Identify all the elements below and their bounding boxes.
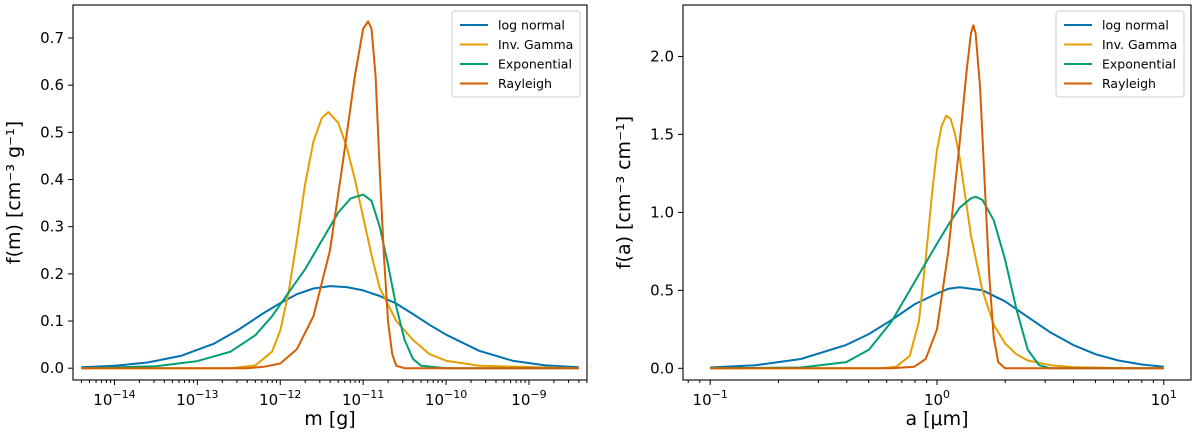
legend-label: Rayleigh: [1102, 76, 1156, 91]
x-axis-label: a [μm]: [905, 408, 968, 430]
legend-label: log normal: [498, 18, 565, 33]
y-axis-label: f(a) [cm⁻³ cm⁻¹]: [613, 116, 635, 269]
x-tick-label: 10−11: [342, 388, 384, 409]
legend: log normal Inv. Gamma Exponential Rayleigh: [1056, 11, 1184, 97]
x-axis-label: m [g]: [304, 408, 355, 430]
y-tick-label: 0.0: [40, 359, 64, 377]
legend-label: Exponential: [1102, 57, 1176, 72]
y-tick-label: 1.5: [650, 125, 674, 143]
x-tick-label: 10−1: [693, 388, 728, 409]
y-tick-label: 0.3: [40, 218, 64, 236]
x-tick-label: 10−12: [259, 388, 301, 409]
y-tick-label: 1.0: [650, 203, 674, 221]
x-tick-label: 10−14: [93, 388, 135, 409]
x-tick-label: 100: [924, 388, 950, 409]
legend-label: Inv. Gamma: [1102, 37, 1177, 52]
y-tick-label: 0.7: [40, 29, 64, 47]
figure: 0.0 0.1 0.2 0.3 0.4 0.5 0.6 0.7 10−14 10−13 10−12 1…: [0, 0, 1200, 437]
mass-distribution-panel: 0.0 0.1 0.2 0.3 0.4 0.5 0.6 0.7 10−14 10−13 10−12 1…: [3, 5, 587, 430]
series-line-exponential: [710, 197, 1164, 368]
legend: log normal Inv. Gamma Exponential Rayleigh: [452, 11, 580, 97]
x-tick-label: 101: [1151, 388, 1177, 409]
legend-label: Rayleigh: [498, 76, 552, 91]
x-tick-label: 10−10: [425, 388, 467, 409]
legend-label: log normal: [1102, 18, 1169, 33]
y-tick-label: 0.6: [40, 76, 64, 94]
y-tick-label: 0.2: [40, 265, 64, 283]
x-tick-label: 10−9: [511, 388, 546, 409]
legend-label: Inv. Gamma: [498, 37, 573, 52]
y-tick-label: 0.4: [40, 171, 64, 189]
legend-label: Exponential: [498, 57, 572, 72]
y-tick-label: 0.5: [40, 123, 64, 141]
series-line-exponential: [81, 195, 578, 369]
y-tick-label: 0.5: [650, 281, 674, 299]
series-line-log-normal: [81, 286, 578, 367]
y-tick-label: 0.1: [40, 312, 64, 330]
x-tick-label: 10−13: [176, 388, 218, 409]
y-tick-label: 2.0: [650, 47, 674, 65]
radius-distribution-panel: 0.0 0.5 1.0 1.5 2.0 10−1 100 101 a [μm] f(a) [cm⁻…: [613, 5, 1191, 430]
y-tick-label: 0.0: [650, 359, 674, 377]
y-axis-label: f(m) [cm⁻³ g⁻¹]: [3, 121, 25, 264]
series-line-inv-gamma: [81, 112, 578, 368]
